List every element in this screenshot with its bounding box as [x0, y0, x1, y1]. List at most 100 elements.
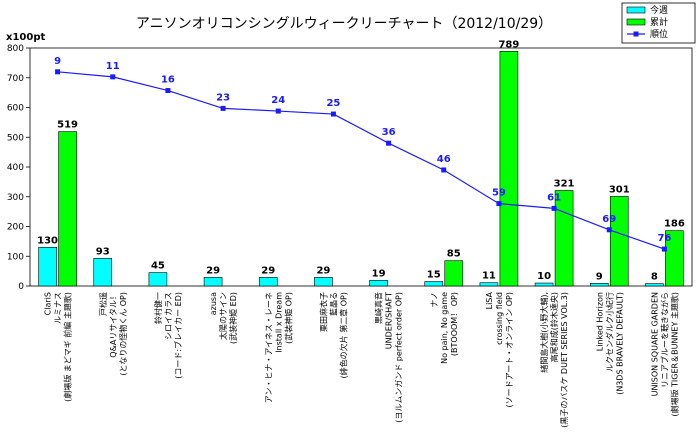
- weekly-value-label: 45: [151, 261, 165, 272]
- weekly-bar: [534, 282, 554, 287]
- rank-label: 36: [382, 127, 396, 138]
- category-label-line: 緒間島大樹(小野大輔),: [539, 292, 549, 373]
- category-label: 黒崎真音 UNDER/SHAFT (ヨルムンガンド perfect order OP…: [374, 292, 404, 423]
- plot-background: [29, 47, 693, 287]
- weekly-value-label: 15: [427, 270, 441, 281]
- weekly-bar: [93, 258, 113, 287]
- rank-point: [55, 69, 61, 75]
- rank-point: [496, 201, 502, 207]
- weekly-bar: [479, 282, 499, 287]
- category-label-line: シロイカラス: [164, 292, 173, 340]
- rank-point: [275, 108, 281, 114]
- legend-marker-rank: [633, 31, 639, 37]
- rank-point: [661, 246, 667, 252]
- rank-label: 9: [54, 56, 61, 67]
- rank-point: [441, 167, 447, 173]
- rank-label: 76: [657, 233, 671, 244]
- rank-point: [386, 140, 392, 146]
- rank-line: 9 11 16 23 24 25 36 46 59 61 69 76: [54, 56, 671, 252]
- total-value-label: 301: [609, 184, 630, 195]
- category-label: ClariS ルミナス (劇場版 まどマギ 前編 主題歌): [44, 292, 73, 402]
- total-value-label: 85: [447, 249, 461, 260]
- legend-label-total: 累計: [650, 16, 668, 28]
- total-bar: [58, 131, 77, 287]
- rank-label: 23: [216, 92, 230, 103]
- weekly-bar: [38, 247, 57, 287]
- category-label-line: (N3DS BRAVELY DEFAULT): [615, 292, 624, 395]
- category-label-line: azusa: [209, 292, 218, 315]
- weekly-value-label: 130: [37, 235, 58, 246]
- category-label-line: crossing field: [495, 292, 504, 345]
- rank-label: 25: [326, 98, 340, 109]
- category-label: 緒間島大樹(小野大輔), 高尾和成(鈴木達央) (黒子のバスケ DUET SERIE…: [539, 292, 569, 428]
- category-label-line: 藍晶る: [328, 292, 338, 316]
- rank-label: 24: [271, 95, 285, 106]
- category-label: 戸松遥 Q&Aリサイタル！ (となりの怪物くん OP): [98, 292, 128, 376]
- bars: 130 519 93 45 29 29 29 19 15 85 11 789 10 321 9 301 8 186: [37, 39, 685, 287]
- weekly-value-label: 29: [261, 265, 275, 276]
- rank-point: [330, 111, 336, 117]
- legend-label-rank: 順位: [650, 28, 668, 40]
- category-label-line: 高尾和成(鈴木達央): [549, 292, 559, 362]
- category-label-line: (武装神姫 OP): [283, 292, 293, 344]
- y-tick-label: 600: [7, 104, 24, 114]
- weekly-bar: [258, 277, 278, 287]
- category-label-line: リニアブルーを聴きながら: [659, 292, 669, 388]
- category-label: Linked Horizon ルクセンダルク小紀行 (N3DS BRAVELY DE…: [595, 292, 624, 395]
- rank-point: [551, 205, 557, 211]
- total-value-label: 186: [664, 219, 685, 230]
- category-label-line: UNISON SQUARE GARDEN: [650, 292, 659, 396]
- weekly-value-label: 8: [651, 272, 658, 283]
- weekly-bar: [645, 283, 664, 287]
- category-label-line: アン・ヒナ・アイネス・レーネ: [264, 292, 273, 403]
- y-axis: 0 100 200 300 400 500 600 700 800: [7, 44, 30, 292]
- total-bar: [609, 196, 629, 287]
- category-label-line: (コード:ブレイカー ED): [173, 292, 183, 379]
- total-bar: [554, 190, 574, 287]
- category-label-line: ナノ: [430, 292, 439, 308]
- y-tick-label: 400: [7, 163, 24, 173]
- category-label-line: (劇場版 TIGER＆BUNNEY 主題歌): [669, 292, 679, 417]
- total-bar: [444, 260, 464, 287]
- category-label-line: (となりの怪物くん OP): [118, 292, 128, 376]
- y-unit-label: x100pt: [6, 32, 45, 43]
- category-label-line: (黒子のバスケ DUET SERIES VOL.3): [560, 292, 569, 428]
- y-tick-label: 700: [7, 74, 24, 84]
- category-label-line: LiSA: [485, 291, 494, 309]
- category-label-line: 鈴村健一: [153, 292, 163, 324]
- y-tick-label: 100: [7, 252, 24, 262]
- weekly-bar: [589, 283, 609, 287]
- weekly-bar: [314, 277, 333, 287]
- category-label-line: (緋色の欠片 第二章 OP): [338, 292, 348, 378]
- y-tick-label: 300: [7, 193, 24, 203]
- weekly-bar: [148, 272, 168, 287]
- category-label: UNISON SQUARE GARDEN リニアブルーを聴きながら (劇場版 TIG…: [650, 292, 679, 417]
- total-bar: [665, 230, 684, 287]
- y-tick-label: 800: [7, 44, 24, 54]
- y-tick-label: 500: [7, 133, 24, 143]
- weekly-value-label: 29: [206, 265, 220, 276]
- rank-point: [606, 227, 612, 233]
- rank-label: 11: [106, 61, 120, 72]
- rank-label: 46: [437, 154, 451, 165]
- category-label-line: (ソードアート・オンライン OP): [505, 292, 514, 407]
- category-label-line: Linked Horizon: [595, 292, 604, 351]
- weekly-bar: [369, 280, 388, 287]
- chart-title: アニソンオリコンシングルウィークリーチャート（2012/10/29）: [136, 16, 552, 32]
- category-label-line: 栗田麻衣子: [318, 292, 328, 332]
- category-label-line: ルクセンダルク小紀行: [604, 292, 614, 372]
- category-label-line: (劇場版 まどマギ 前編 主題歌): [63, 292, 73, 402]
- rank-point: [220, 105, 226, 111]
- weekly-value-label: 93: [96, 246, 110, 257]
- weekly-value-label: 11: [482, 271, 496, 282]
- category-label-line: Q&Aリサイタル！: [109, 292, 118, 358]
- category-labels: ClariS ルミナス (劇場版 まどマギ 前編 主題歌) 戸松遥 Q&Aリサイタル！(…: [44, 291, 680, 427]
- category-label-line: 黒崎真音: [374, 292, 384, 324]
- weekly-bar: [203, 277, 223, 287]
- weekly-value-label: 19: [372, 268, 386, 279]
- total-value-label: 519: [57, 120, 78, 131]
- rank-polyline: [57, 71, 665, 250]
- weekly-value-label: 10: [537, 271, 551, 282]
